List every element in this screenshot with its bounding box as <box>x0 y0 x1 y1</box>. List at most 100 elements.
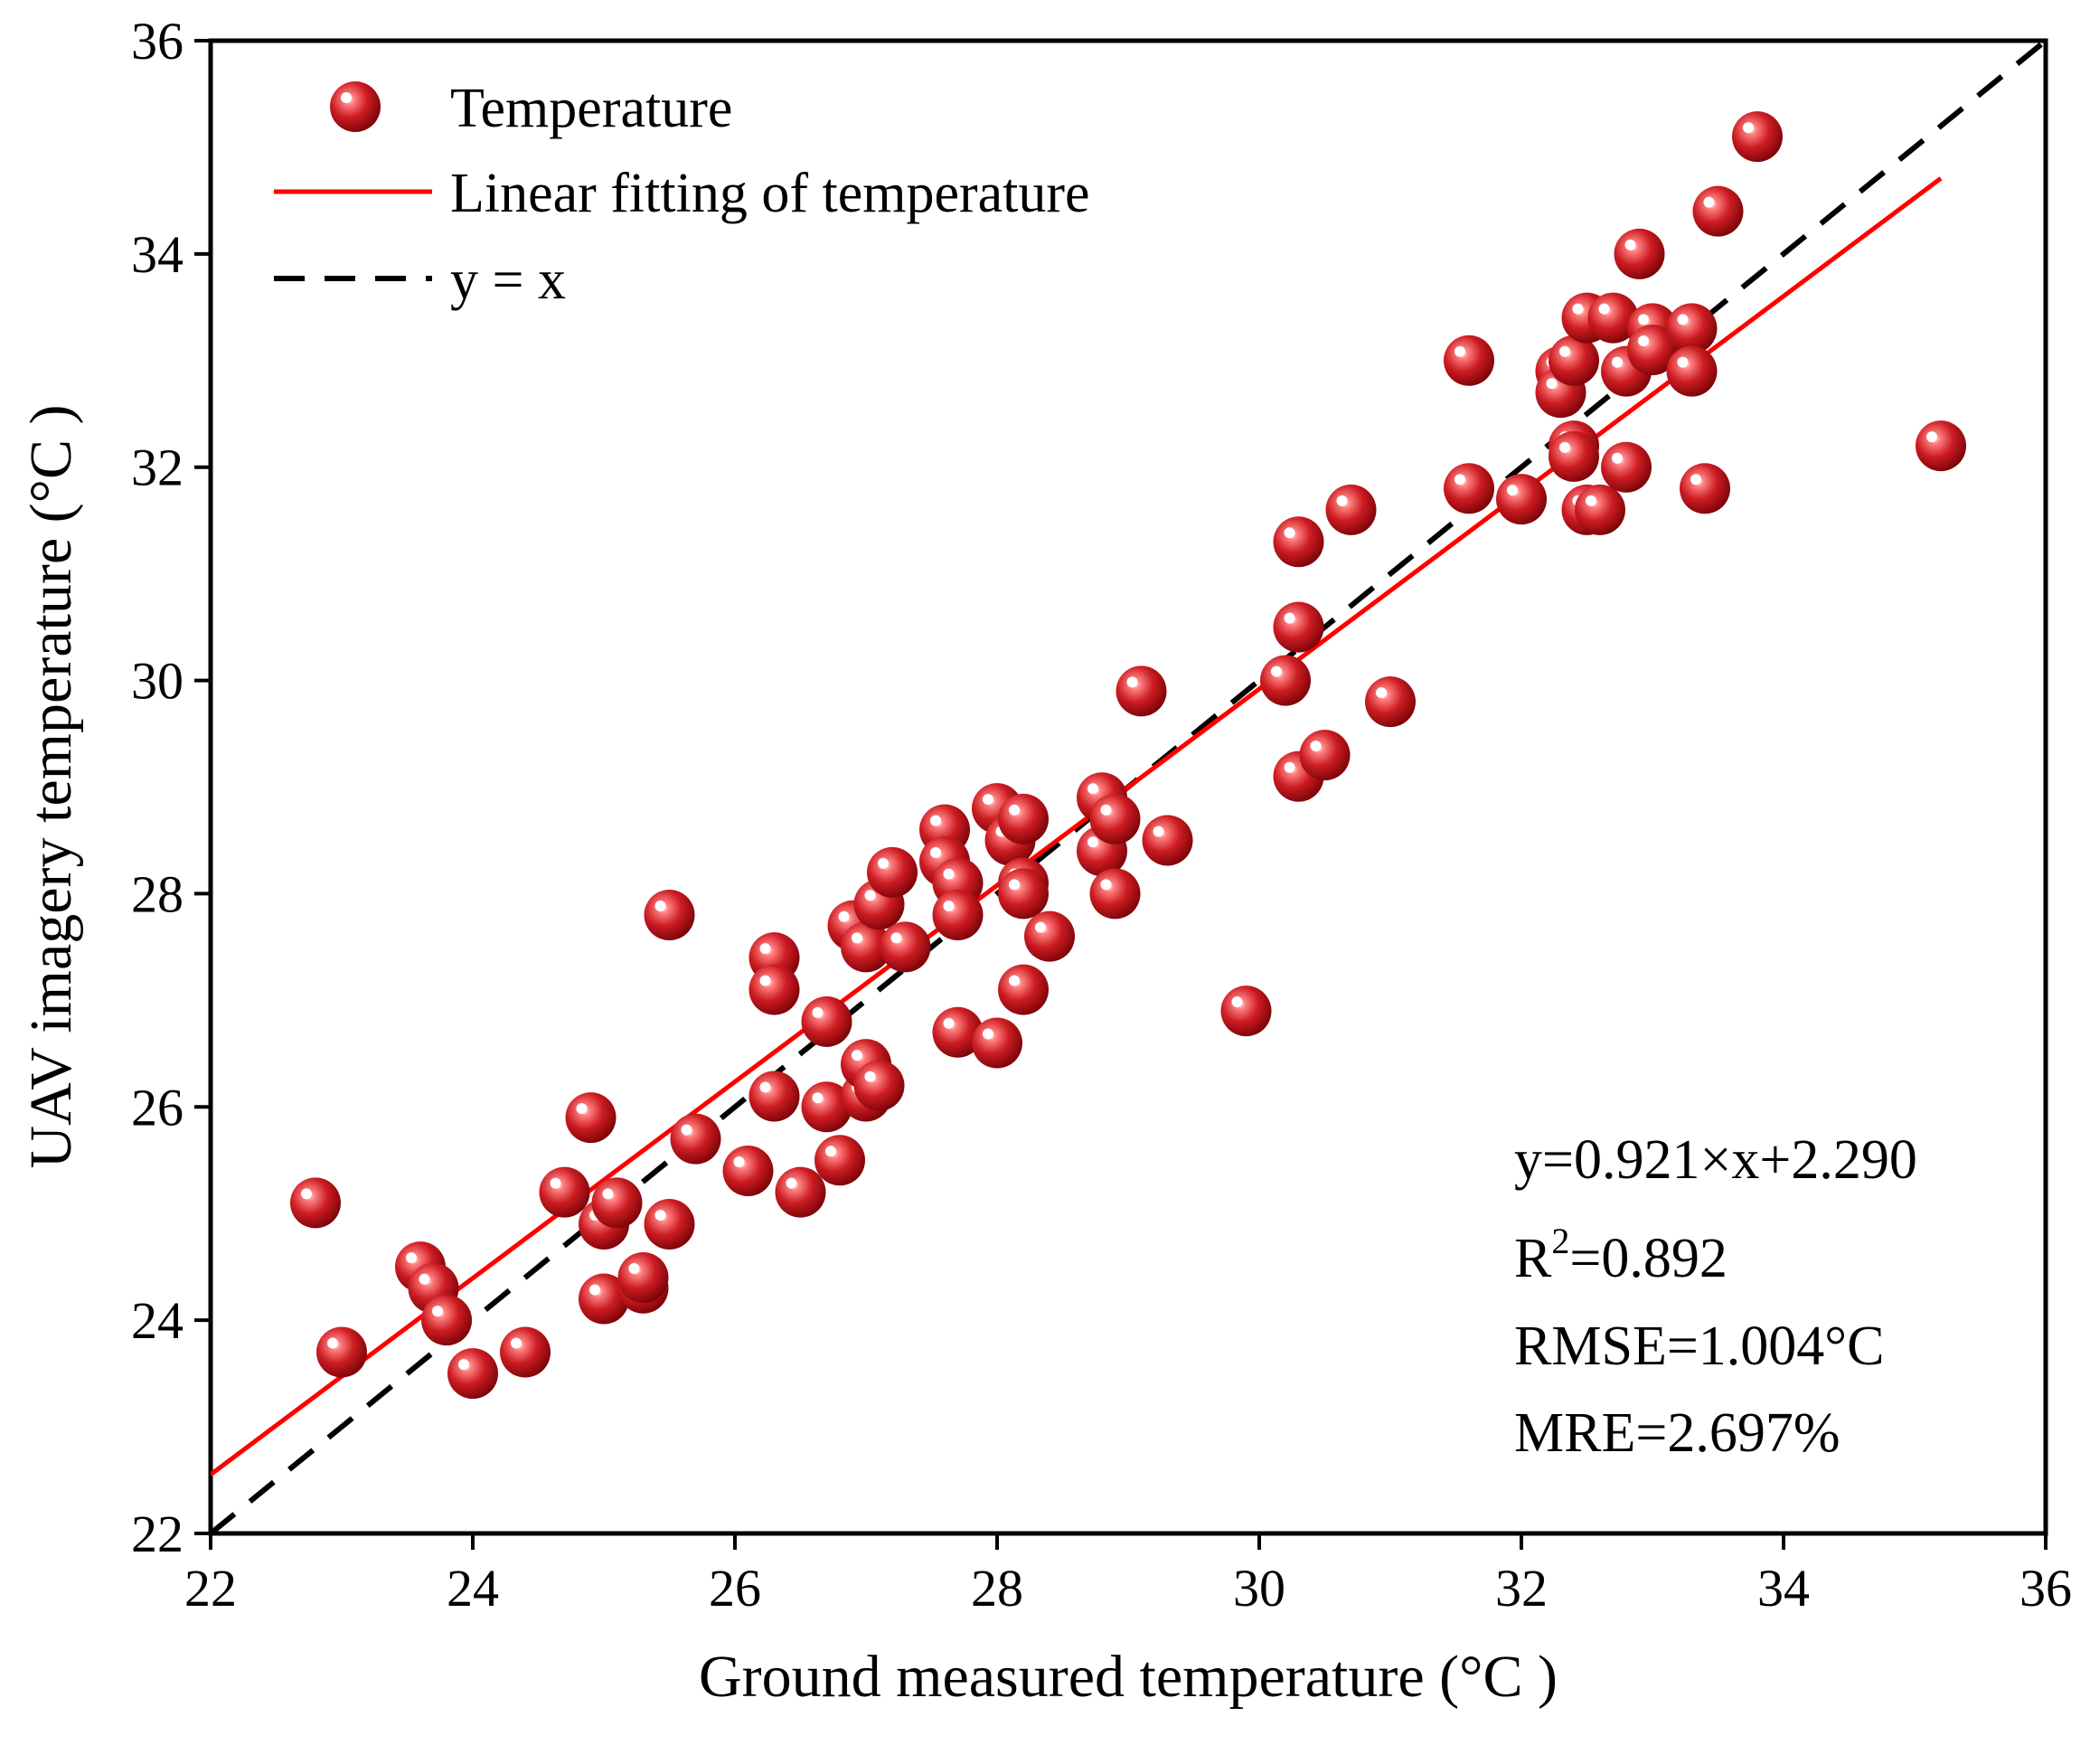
data-point-highlight <box>930 815 941 826</box>
data-point-highlight <box>1087 836 1098 848</box>
data-point-highlight <box>1284 761 1295 773</box>
data-point-ball <box>1444 335 1494 386</box>
data-point <box>1365 676 1416 728</box>
legend-marker-highlight <box>341 92 352 103</box>
data-point <box>1260 655 1311 706</box>
data-point-highlight <box>1310 741 1322 752</box>
data-point-ball <box>932 890 984 941</box>
data-point-ball <box>748 964 800 1015</box>
data-point-highlight <box>602 1188 614 1200</box>
data-point-ball <box>1325 484 1377 535</box>
legend-item-linear-fit: Linear fitting of temperature <box>274 163 1090 224</box>
data-point-highlight <box>1598 303 1610 315</box>
data-point-highlight <box>628 1262 640 1274</box>
data-point <box>1299 730 1351 781</box>
data-point-highlight <box>878 857 889 869</box>
data-point-highlight <box>589 1284 600 1296</box>
y-axis-title: UAV imagery temperature (°C ) <box>18 404 84 1168</box>
data-point <box>1116 665 1167 717</box>
data-point-ball <box>814 1135 865 1186</box>
data-point-highlight <box>812 1006 824 1018</box>
data-point <box>1732 111 1783 163</box>
data-point-ball <box>565 1092 617 1144</box>
data-point-highlight <box>838 910 850 922</box>
data-point-highlight <box>786 1177 797 1189</box>
data-point-highlight <box>1624 239 1636 250</box>
data-point-ball <box>290 1177 341 1229</box>
data-point-ball <box>1299 730 1351 781</box>
data-point-highlight <box>1612 452 1623 464</box>
legend-label-temperature: Temperature <box>450 78 732 139</box>
data-point <box>998 868 1049 920</box>
data-point-ball <box>998 868 1049 920</box>
data-point-highlight <box>1009 879 1020 891</box>
x-tick-label: 26 <box>709 1559 761 1618</box>
data-point-highlight <box>825 1146 836 1157</box>
data-point-ball <box>1273 601 1324 653</box>
data-point-highlight <box>1703 196 1715 208</box>
data-point-highlight <box>419 1273 430 1285</box>
data-point-highlight <box>943 868 955 880</box>
stats-mre: MRE=2.697% <box>1514 1402 1840 1464</box>
data-point <box>565 1092 617 1144</box>
data-point-highlight <box>1926 431 1937 443</box>
data-point <box>1587 292 1639 344</box>
stats-equation: y=0.921×x+2.290 <box>1514 1129 1917 1191</box>
data-point-highlight <box>852 1050 862 1061</box>
data-point-highlight <box>654 1210 666 1222</box>
data-point-ball <box>972 1017 1022 1069</box>
data-point <box>1325 484 1377 535</box>
x-tick-label: 34 <box>1757 1559 1810 1618</box>
stats-r2: R2=0.892 <box>1514 1221 1728 1289</box>
data-point-highlight <box>890 932 902 944</box>
data-point-highlight <box>983 794 993 806</box>
x-axis-ticks: 22 24 26 28 30 32 34 36 <box>184 1533 2072 1618</box>
data-point-highlight <box>1035 921 1046 933</box>
y-tick-label: 26 <box>131 1078 184 1137</box>
y-tick-label: 32 <box>131 439 184 497</box>
data-point-ball <box>1089 793 1141 844</box>
data-point-highlight <box>1087 783 1098 795</box>
data-point-ball <box>880 921 931 973</box>
y-tick-label: 28 <box>131 864 184 923</box>
data-point-ball <box>1024 910 1075 962</box>
data-point-highlight <box>301 1188 312 1200</box>
data-point-highlight <box>1376 687 1387 699</box>
data-point <box>1666 303 1718 354</box>
data-point-ball <box>1549 430 1599 482</box>
data-point-highlight <box>1009 804 1020 816</box>
data-point-ball <box>867 846 918 898</box>
data-point-ball <box>1732 111 1783 163</box>
data-point-ball <box>421 1295 472 1346</box>
data-point <box>748 964 800 1015</box>
data-point <box>579 1273 629 1325</box>
x-tick-label: 30 <box>1233 1559 1285 1618</box>
linear-fit-line <box>211 176 1943 1476</box>
data-point-highlight <box>1284 527 1295 539</box>
data-point-ball <box>1575 484 1625 535</box>
data-point-ball <box>1692 185 1744 237</box>
legend-marker-icon <box>330 81 381 132</box>
data-point-highlight <box>759 943 771 955</box>
data-point-ball <box>1549 335 1599 386</box>
data-point-highlight <box>1559 345 1570 357</box>
data-point <box>316 1326 367 1378</box>
data-point-highlight <box>406 1252 417 1264</box>
data-point-highlight <box>1126 676 1138 688</box>
data-point <box>1575 484 1625 535</box>
data-point-highlight <box>759 1081 771 1093</box>
data-point-ball <box>853 1060 905 1111</box>
y-tick-label: 34 <box>131 225 184 284</box>
data-point <box>1273 516 1324 568</box>
data-point-highlight <box>864 890 876 901</box>
data-point <box>1549 430 1599 482</box>
data-point <box>1273 601 1324 653</box>
data-point <box>932 1006 984 1058</box>
data-point <box>801 1081 852 1133</box>
data-point-ball <box>670 1113 721 1165</box>
data-point <box>853 1060 905 1111</box>
data-point-highlight <box>1271 665 1282 677</box>
legend-label-identity: y = x <box>450 250 566 311</box>
y-tick-label: 30 <box>131 652 184 711</box>
